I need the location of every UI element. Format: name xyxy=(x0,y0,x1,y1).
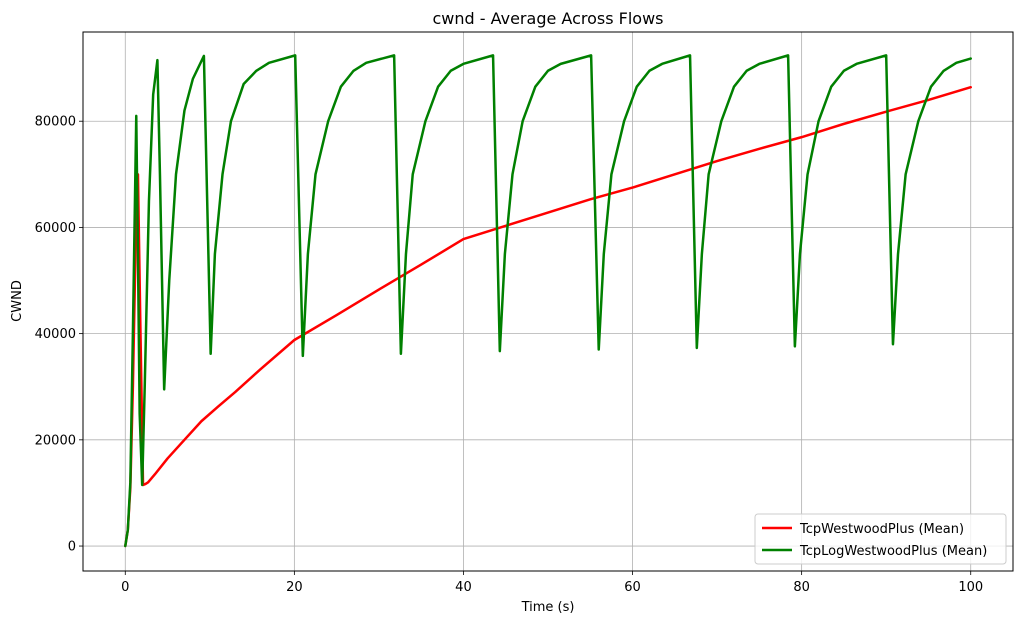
x-tick-label: 60 xyxy=(624,580,641,595)
legend: TcpWestwoodPlus (Mean) TcpLogWestwoodPlu… xyxy=(754,513,1007,565)
x-tick-label: 0 xyxy=(121,580,129,595)
y-tick-label: 60000 xyxy=(35,221,76,236)
legend-box xyxy=(754,513,1007,565)
x-tick-label: 80 xyxy=(793,580,810,595)
series-line-westwoodplus xyxy=(124,85,972,548)
x-axis-label: Time (s) xyxy=(521,600,575,615)
legend-label-westwoodplus: TcpWestwoodPlus (Mean) xyxy=(799,522,964,537)
x-axis: 0 20 40 60 80 100 xyxy=(121,571,983,595)
x-tick-label: 40 xyxy=(455,580,472,595)
series-layer xyxy=(124,54,972,548)
chart-title: cwnd - Average Across Flows xyxy=(432,9,663,28)
legend-label-logwestwoodplus: TcpLogWestwoodPlus (Mean) xyxy=(799,544,987,559)
y-tick-label: 80000 xyxy=(35,115,76,130)
y-tick-label: 40000 xyxy=(35,327,76,342)
y-axis: 0 20000 40000 60000 80000 xyxy=(35,115,83,555)
y-axis-label: CWND xyxy=(10,280,25,322)
y-tick-label: 20000 xyxy=(35,433,76,448)
grid xyxy=(83,32,1013,571)
y-tick-label: 0 xyxy=(68,540,76,555)
plot-frame xyxy=(82,31,1014,572)
series-line-logwestwoodplus xyxy=(124,54,972,548)
x-tick-label: 20 xyxy=(286,580,303,595)
x-tick-label: 100 xyxy=(958,580,983,595)
